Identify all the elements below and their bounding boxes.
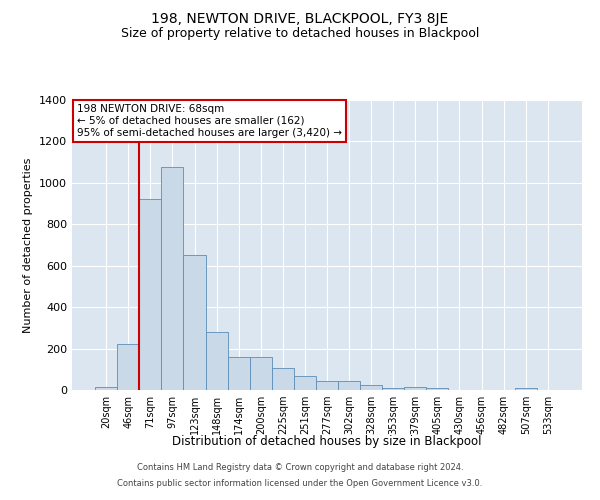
- Bar: [316, 381, 338, 390]
- Y-axis label: Number of detached properties: Number of detached properties: [23, 158, 34, 332]
- Bar: [360, 386, 382, 390]
- Text: 198 NEWTON DRIVE: 68sqm
← 5% of detached houses are smaller (162)
95% of semi-de: 198 NEWTON DRIVE: 68sqm ← 5% of detached…: [77, 104, 342, 138]
- Bar: [427, 388, 448, 390]
- Bar: [515, 388, 537, 390]
- Bar: [184, 256, 206, 390]
- Text: Distribution of detached houses by size in Blackpool: Distribution of detached houses by size …: [172, 435, 482, 448]
- Bar: [294, 376, 316, 390]
- Text: Contains public sector information licensed under the Open Government Licence v3: Contains public sector information licen…: [118, 478, 482, 488]
- Bar: [272, 368, 294, 390]
- Bar: [250, 358, 272, 390]
- Bar: [404, 387, 427, 390]
- Bar: [206, 332, 227, 390]
- Bar: [139, 200, 161, 390]
- Bar: [227, 358, 250, 390]
- Bar: [95, 387, 117, 390]
- Text: Size of property relative to detached houses in Blackpool: Size of property relative to detached ho…: [121, 28, 479, 40]
- Text: 198, NEWTON DRIVE, BLACKPOOL, FY3 8JE: 198, NEWTON DRIVE, BLACKPOOL, FY3 8JE: [151, 12, 449, 26]
- Bar: [117, 344, 139, 390]
- Bar: [161, 168, 184, 390]
- Bar: [338, 381, 360, 390]
- Text: Contains HM Land Registry data © Crown copyright and database right 2024.: Contains HM Land Registry data © Crown c…: [137, 464, 463, 472]
- Bar: [382, 388, 404, 390]
